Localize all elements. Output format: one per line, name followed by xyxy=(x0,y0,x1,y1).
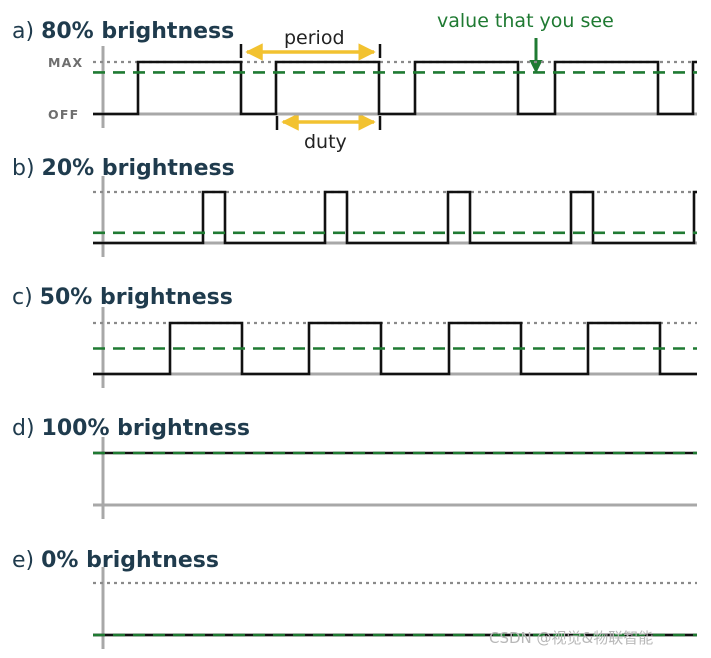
panel-title-text: 100% brightness xyxy=(42,416,250,441)
watermark: CSDN @视觉&物联智能 xyxy=(489,629,653,647)
panel-prefix: d) xyxy=(12,416,42,441)
panel-title-b: b) 20% brightness xyxy=(12,156,235,181)
value-annotation: value that you see xyxy=(437,10,614,74)
pwm-signal xyxy=(93,190,697,245)
pwm-signal xyxy=(93,60,697,116)
panel-title-text: 80% brightness xyxy=(41,19,234,44)
panel-prefix: b) xyxy=(12,156,42,181)
off-label: OFF xyxy=(48,107,79,122)
panel-prefix: a) xyxy=(12,19,41,44)
panel-title-text: 0% brightness xyxy=(41,548,219,573)
duty-label: duty xyxy=(304,131,347,153)
pwm-signal xyxy=(93,321,697,376)
panel-title-a: a) 80% brightness xyxy=(12,19,234,44)
panel-title-c: c) 50% brightness xyxy=(12,285,233,310)
value-note-label: value that you see xyxy=(437,10,614,32)
panel-title-text: 20% brightness xyxy=(42,156,235,181)
panel-prefix: e) xyxy=(12,548,41,573)
waveforms xyxy=(93,46,697,649)
duty-annotation: duty xyxy=(275,113,382,153)
period-label: period xyxy=(284,27,345,49)
panel-title-text: 50% brightness xyxy=(40,285,233,310)
panel-prefix: c) xyxy=(12,285,40,310)
panel-title-d: d) 100% brightness xyxy=(12,416,250,441)
max-label: MAX xyxy=(48,55,83,70)
panel-title-e: e) 0% brightness xyxy=(12,548,219,573)
period-annotation: period xyxy=(239,27,382,61)
